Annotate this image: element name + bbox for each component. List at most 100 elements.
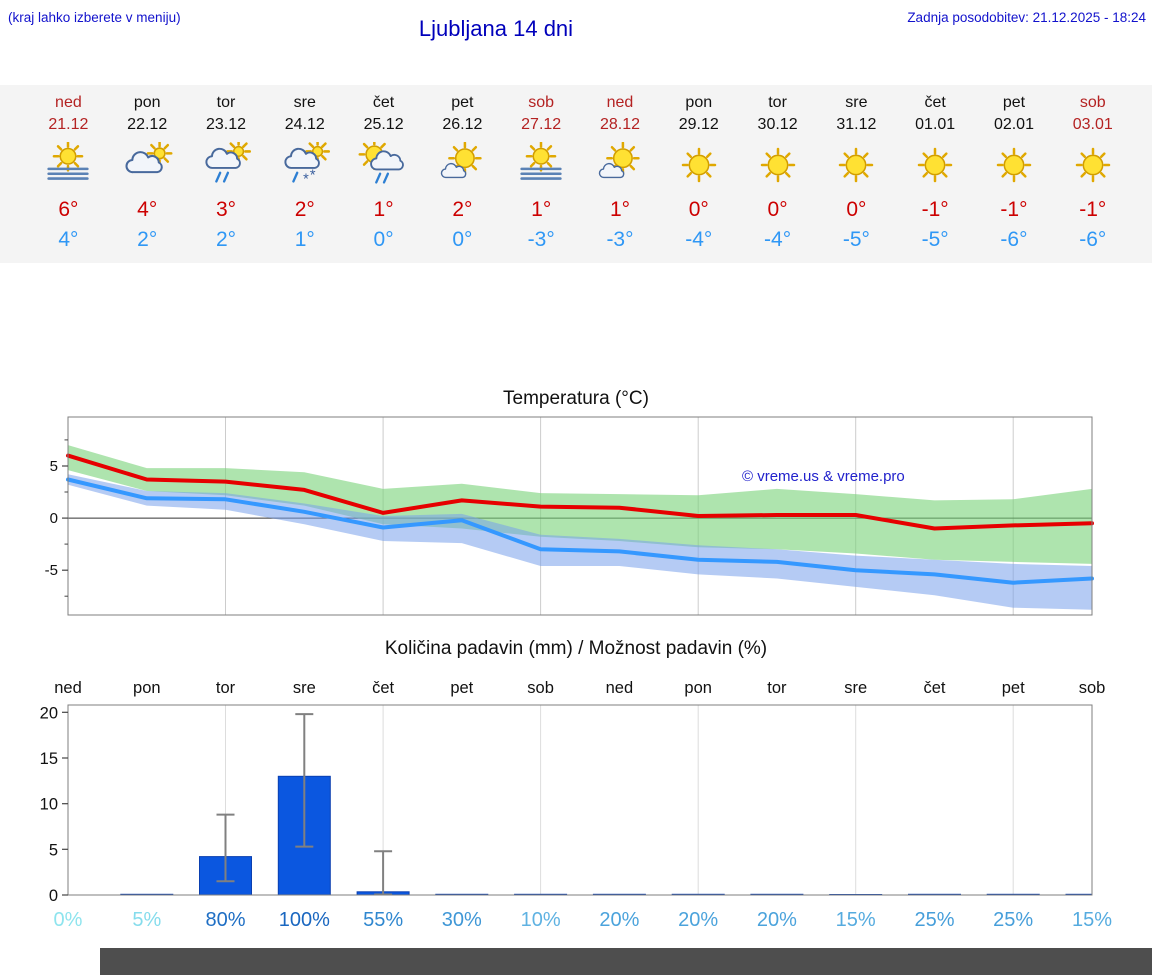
sun-ray <box>1001 152 1007 159</box>
sun-cloud-icon-svg <box>441 141 483 179</box>
precipitation-chart-title: Količina padavin (mm) / Možnost padavin … <box>384 638 768 659</box>
day-name: ned <box>55 94 82 111</box>
day-name: čet <box>372 94 395 111</box>
forecast-day[interactable]: sre 24.12 * * 2° 1° <box>265 85 344 263</box>
cloud-shape <box>598 163 625 179</box>
sun-ray <box>629 164 636 171</box>
sun-ray <box>546 145 553 151</box>
day-date: 28.12 <box>599 116 640 133</box>
precip-percent-label: 25% <box>993 909 1033 931</box>
forecast-day[interactable]: pon 29.12 0° -4° <box>659 85 738 263</box>
sun-fog-icon-svg <box>520 140 562 180</box>
forecast-day[interactable]: sob 27.12 1° -3° <box>502 85 581 263</box>
sun-ray <box>942 171 948 178</box>
sun-ray <box>453 146 459 152</box>
forecast-day[interactable]: sre 31.12 0° -5° <box>817 85 896 263</box>
precip-day-label: pon <box>684 679 712 697</box>
day-date: 21.12 <box>48 116 89 133</box>
menu-hint: (kraj lahko izberete v meniju) <box>8 10 181 25</box>
raindrop-icon <box>222 171 230 183</box>
sunny-icon <box>668 142 730 192</box>
sun-ray <box>764 171 771 178</box>
day-high-temp: 1° <box>609 198 631 221</box>
sunny-icon <box>983 142 1045 192</box>
precip-day-label: pet <box>450 679 473 697</box>
sun-ray <box>471 146 478 152</box>
day-date: 27.12 <box>521 116 562 133</box>
forecast-day[interactable]: ned 21.12 6° 4° <box>29 85 108 263</box>
day-name: ned <box>606 94 634 111</box>
forecast-day[interactable]: pon 22.12 4° 2° <box>108 85 187 263</box>
precip-day-label: sre <box>844 679 867 697</box>
sun-ray <box>308 142 314 148</box>
day-high-temp: 1° <box>373 198 394 221</box>
precip-day-label: ned <box>54 679 82 697</box>
sun-disc <box>767 154 789 176</box>
day-name: tor <box>216 94 236 111</box>
sun-ray <box>1020 152 1027 159</box>
sun-disc <box>845 154 867 176</box>
sun-disc <box>455 148 476 169</box>
sun-ray <box>74 161 80 168</box>
day-name: sob <box>1079 94 1106 111</box>
forecast-day[interactable]: tor 23.12 3° 2° <box>187 85 266 263</box>
watermark: © vreme.us & vreme.pro <box>742 468 905 485</box>
forecast-day[interactable]: tor 30.12 0° -4° <box>738 85 817 263</box>
sun-ray <box>863 171 869 178</box>
day-name: sob <box>528 94 555 111</box>
day-high-temp: -1° <box>1000 198 1028 221</box>
forecast-day[interactable]: pet 26.12 2° 0° <box>423 85 502 263</box>
forecast-day[interactable]: pet 02.01 -1° -6° <box>975 85 1054 263</box>
sunny-icon-svg <box>917 147 953 183</box>
precip-day-label: ned <box>606 679 634 697</box>
day-high-temp: 6° <box>58 198 79 221</box>
day-date: 24.12 <box>284 116 325 133</box>
forecast-day[interactable]: ned 28.12 1° -3° <box>581 85 660 263</box>
precip-day-label: pon <box>133 679 161 697</box>
precip-ytick-label: 0 <box>49 887 58 905</box>
sun-ray <box>1099 152 1106 159</box>
sun-disc <box>1082 154 1104 176</box>
day-low-temp: 2° <box>137 228 158 251</box>
precip-day-label: tor <box>216 679 236 697</box>
precip-ytick-label: 15 <box>40 750 58 768</box>
day-high-temp: 0° <box>846 198 867 221</box>
temp-line-max-temp <box>66 453 1094 531</box>
sleet-icon: * * <box>274 139 336 192</box>
temperature-chart-title: Temperatura (°C) <box>503 388 649 409</box>
sun-ray <box>529 161 536 168</box>
sun-ray <box>242 142 248 148</box>
precip-percent-label: 15% <box>836 909 876 931</box>
sun-ray <box>320 154 327 161</box>
cloud-shape <box>284 147 320 169</box>
sun-ray <box>546 161 553 168</box>
forecast-day[interactable]: čet 01.01 -1° -5° <box>896 85 975 263</box>
sun-ray <box>863 152 869 159</box>
forecast-day[interactable]: čet 25.12 1° 0° <box>344 85 423 263</box>
day-date: 02.01 <box>993 116 1034 133</box>
sun-ray <box>784 152 791 159</box>
sun-ray <box>922 152 929 159</box>
day-low-temp: -6° <box>1000 228 1028 251</box>
day-high-temp: 3° <box>215 198 237 221</box>
precip-day-label: čet <box>372 679 394 697</box>
precip-percent-label: 20% <box>678 909 718 931</box>
sun-ray <box>150 143 156 150</box>
sun-ray <box>1080 152 1086 159</box>
precip-day-label: sre <box>293 679 316 697</box>
sun-ray <box>1099 171 1106 178</box>
day-name: tor <box>768 94 787 111</box>
day-high-temp: 2° <box>294 198 315 221</box>
precip-ytick-label: 10 <box>40 796 58 814</box>
sunny-icon <box>904 142 966 192</box>
temperature-chart: 5 0 -5 <box>45 416 1094 616</box>
raindrop-icon <box>215 171 222 183</box>
showers-icon <box>195 139 257 192</box>
sun-ray <box>705 171 712 178</box>
sunny-icon-svg <box>760 147 795 183</box>
forecast-day[interactable]: sob 03.01 -1° -6° <box>1053 85 1132 263</box>
sun-ray <box>74 145 80 151</box>
day-low-temp: 4° <box>58 228 79 251</box>
showers-icon-svg <box>205 139 251 183</box>
day-date: 25.12 <box>363 116 404 133</box>
